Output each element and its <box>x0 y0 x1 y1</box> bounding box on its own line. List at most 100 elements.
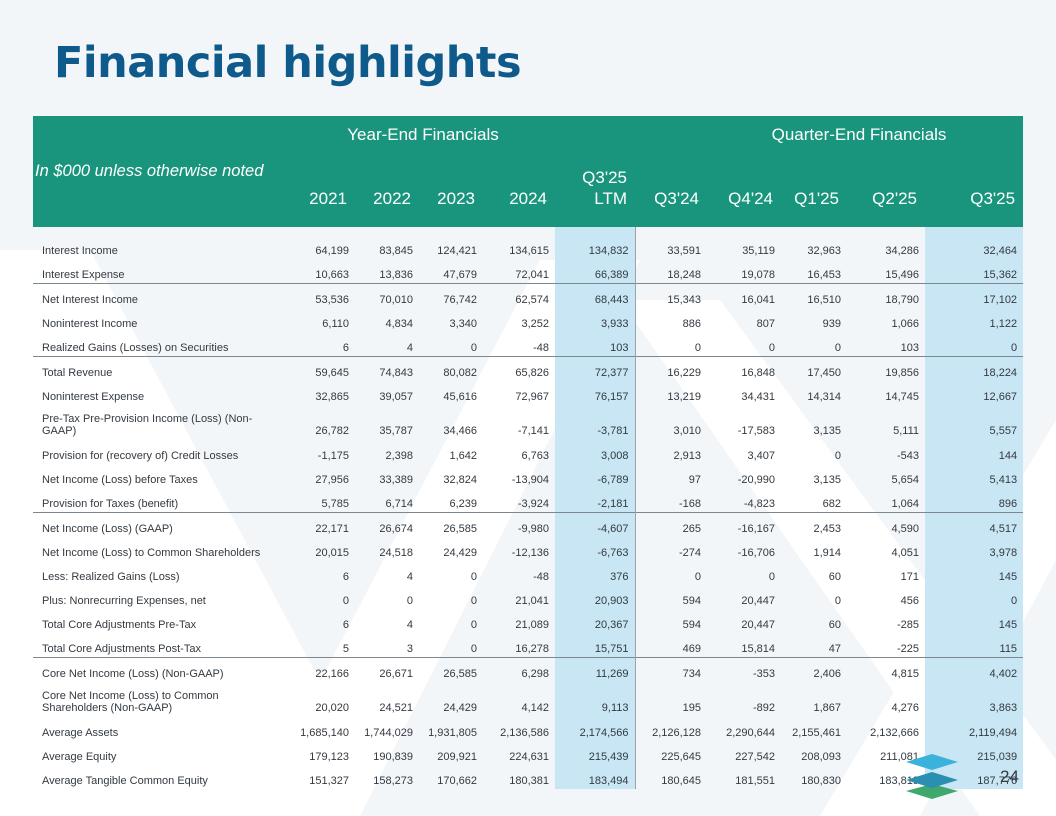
table-cell: 68,443 <box>555 283 636 308</box>
table-cell: 1,122 <box>925 308 1024 332</box>
table-cell: -3,924 <box>517 498 550 510</box>
table-cell: 144 <box>925 440 1024 464</box>
row-label: Net Income (Loss) to Common Shareholders <box>42 547 261 559</box>
table-row: Less: Realized Gains (Loss) 6 4 0 -48 376 0 0 60… <box>33 561 1024 585</box>
col-header-q2-25: Q2'25 <box>847 154 926 227</box>
row-label: Total Revenue <box>33 356 291 381</box>
row-label: Core Net Income (Loss) to Common Sharehol… <box>33 682 291 717</box>
row-label: Noninterest Expense <box>42 391 145 403</box>
table-cell: 27,956 <box>315 474 349 486</box>
table-cell: 1,064 <box>891 498 920 510</box>
col-header-ltm-line2: LTM <box>594 188 628 208</box>
table-cell: 0 <box>470 619 477 631</box>
table-row: Total Revenue 59,645 74,843 80,082 65,826 72,… <box>33 356 1024 381</box>
table-cell: 35,787 <box>379 425 413 438</box>
table-cell: 6,239 <box>449 498 477 510</box>
table-cell: 6,110 <box>322 318 349 330</box>
table-cell: 183,819 <box>879 775 920 787</box>
table-cell: 2,174,566 <box>555 717 636 741</box>
table-cell: -12,136 <box>511 547 550 559</box>
table-cell: 15,343 <box>635 283 708 308</box>
col-header-2023: 2023 <box>419 154 483 227</box>
table-cell: 2,398 <box>385 450 413 462</box>
table-cell: 26,674 <box>355 512 419 537</box>
table-cell: 76,157 <box>555 381 636 405</box>
table-cell: 103 <box>900 342 920 354</box>
table-cell: 4,051 <box>891 547 920 559</box>
table-cell: 190,839 <box>373 751 413 763</box>
table-cell: 6,714 <box>385 498 413 510</box>
table-cell: 0 <box>694 342 702 354</box>
year-end-header: Year-End Financials <box>291 116 556 154</box>
table-row: Core Net Income (Loss) to Common Sharehol… <box>33 682 1024 717</box>
table-cell: 66,389 <box>555 259 636 284</box>
table-cell: 18,248 <box>667 269 702 281</box>
table-cell: 2,119,494 <box>925 717 1024 741</box>
col-header-ltm-line1: Q3'25 <box>582 168 628 188</box>
table-cell: 24,521 <box>379 702 413 715</box>
table-cell: 0 <box>768 571 776 583</box>
table-cell: 20,447 <box>741 619 776 631</box>
row-label: Average Tangible Common Equity <box>42 775 208 787</box>
table-cell: 26,585 <box>419 657 483 682</box>
table-cell: 3,863 <box>925 682 1024 717</box>
table-cell: 64,199 <box>315 245 349 257</box>
table-cell: 134,832 <box>555 227 636 259</box>
table-cell: 3,008 <box>555 440 636 464</box>
table-cell: 4,834 <box>385 318 413 330</box>
company-logo-icon <box>906 754 958 799</box>
table-cell: 215,039 <box>925 741 1024 765</box>
table-cell: 807 <box>756 318 776 330</box>
table-cell: -16,167 <box>707 512 782 537</box>
quarter-end-header: Quarter-End Financials <box>635 116 1024 154</box>
table-cell: 115 <box>925 633 1024 658</box>
table-cell: 209,921 <box>437 751 477 763</box>
table-row: Plus: Nonrecurring Expenses, net 0 0 0 21,04… <box>33 585 1024 609</box>
table-cell: 3 <box>406 643 413 655</box>
table-cell: 2,136,586 <box>500 727 550 739</box>
table-cell: 24,429 <box>443 702 477 715</box>
table-cell: 134,615 <box>509 245 550 257</box>
table-cell: 12,667 <box>925 381 1024 405</box>
table-cell: 171 <box>900 571 920 583</box>
table-cell: 6 <box>342 619 349 631</box>
table-cell: 14,314 <box>807 391 842 403</box>
table-cell: 4,402 <box>925 657 1024 682</box>
table-cell: 11,269 <box>555 657 636 682</box>
table-cell: 2,132,666 <box>870 727 920 739</box>
table-cell: 35,119 <box>742 245 776 257</box>
table-row: Net Income (Loss) before Taxes 27,956 33,3… <box>33 464 1024 488</box>
table-cell: 0 <box>470 595 477 607</box>
table-cell: 83,845 <box>379 245 413 257</box>
table-cell: 886 <box>682 318 702 330</box>
table-row: Noninterest Expense 32,865 39,057 45,616 72,… <box>33 381 1024 405</box>
table-row: Average Tangible Common Equity 151,327 158… <box>33 765 1024 789</box>
table-cell: 5,111 <box>893 425 920 438</box>
table-cell: 3,933 <box>555 308 636 332</box>
table-cell: -48 <box>533 571 550 583</box>
row-label: Net Interest Income <box>33 283 291 308</box>
table-cell: 124,421 <box>437 245 477 257</box>
table-cell: 16,229 <box>635 356 708 381</box>
table-row: Net Interest Income 53,536 70,010 76,742 62,… <box>33 283 1024 308</box>
table-cell: 26,585 <box>419 512 483 537</box>
table-cell: 227,542 <box>735 751 776 763</box>
table-cell: 47,679 <box>443 269 477 281</box>
table-cell: 2,155,461 <box>792 727 842 739</box>
table-cell: 32,824 <box>443 474 477 486</box>
col-header-q4-24: Q4'24 <box>707 154 782 227</box>
table-cell: 0 <box>470 342 477 354</box>
table-cell: 215,439 <box>555 741 636 765</box>
table-cell: 15,362 <box>925 259 1024 284</box>
table-cell: -13,904 <box>511 474 550 486</box>
table-row: Average Assets 1,685,140 1,744,029 1,931,80… <box>33 717 1024 741</box>
table-cell: 18,790 <box>847 283 926 308</box>
table-cell: 16,453 <box>807 269 842 281</box>
table-cell: 45,616 <box>443 391 477 403</box>
table-cell: 1,931,805 <box>428 727 477 739</box>
table-cell: -168 <box>678 498 702 510</box>
table-cell: -353 <box>707 657 782 682</box>
table-row: Interest Income 64,199 83,845 124,421 134,61… <box>33 227 1024 259</box>
table-row: Pre-Tax Pre-Provision Income (Loss) (Non… <box>33 405 1024 440</box>
table-cell: -9,980 <box>483 512 556 537</box>
